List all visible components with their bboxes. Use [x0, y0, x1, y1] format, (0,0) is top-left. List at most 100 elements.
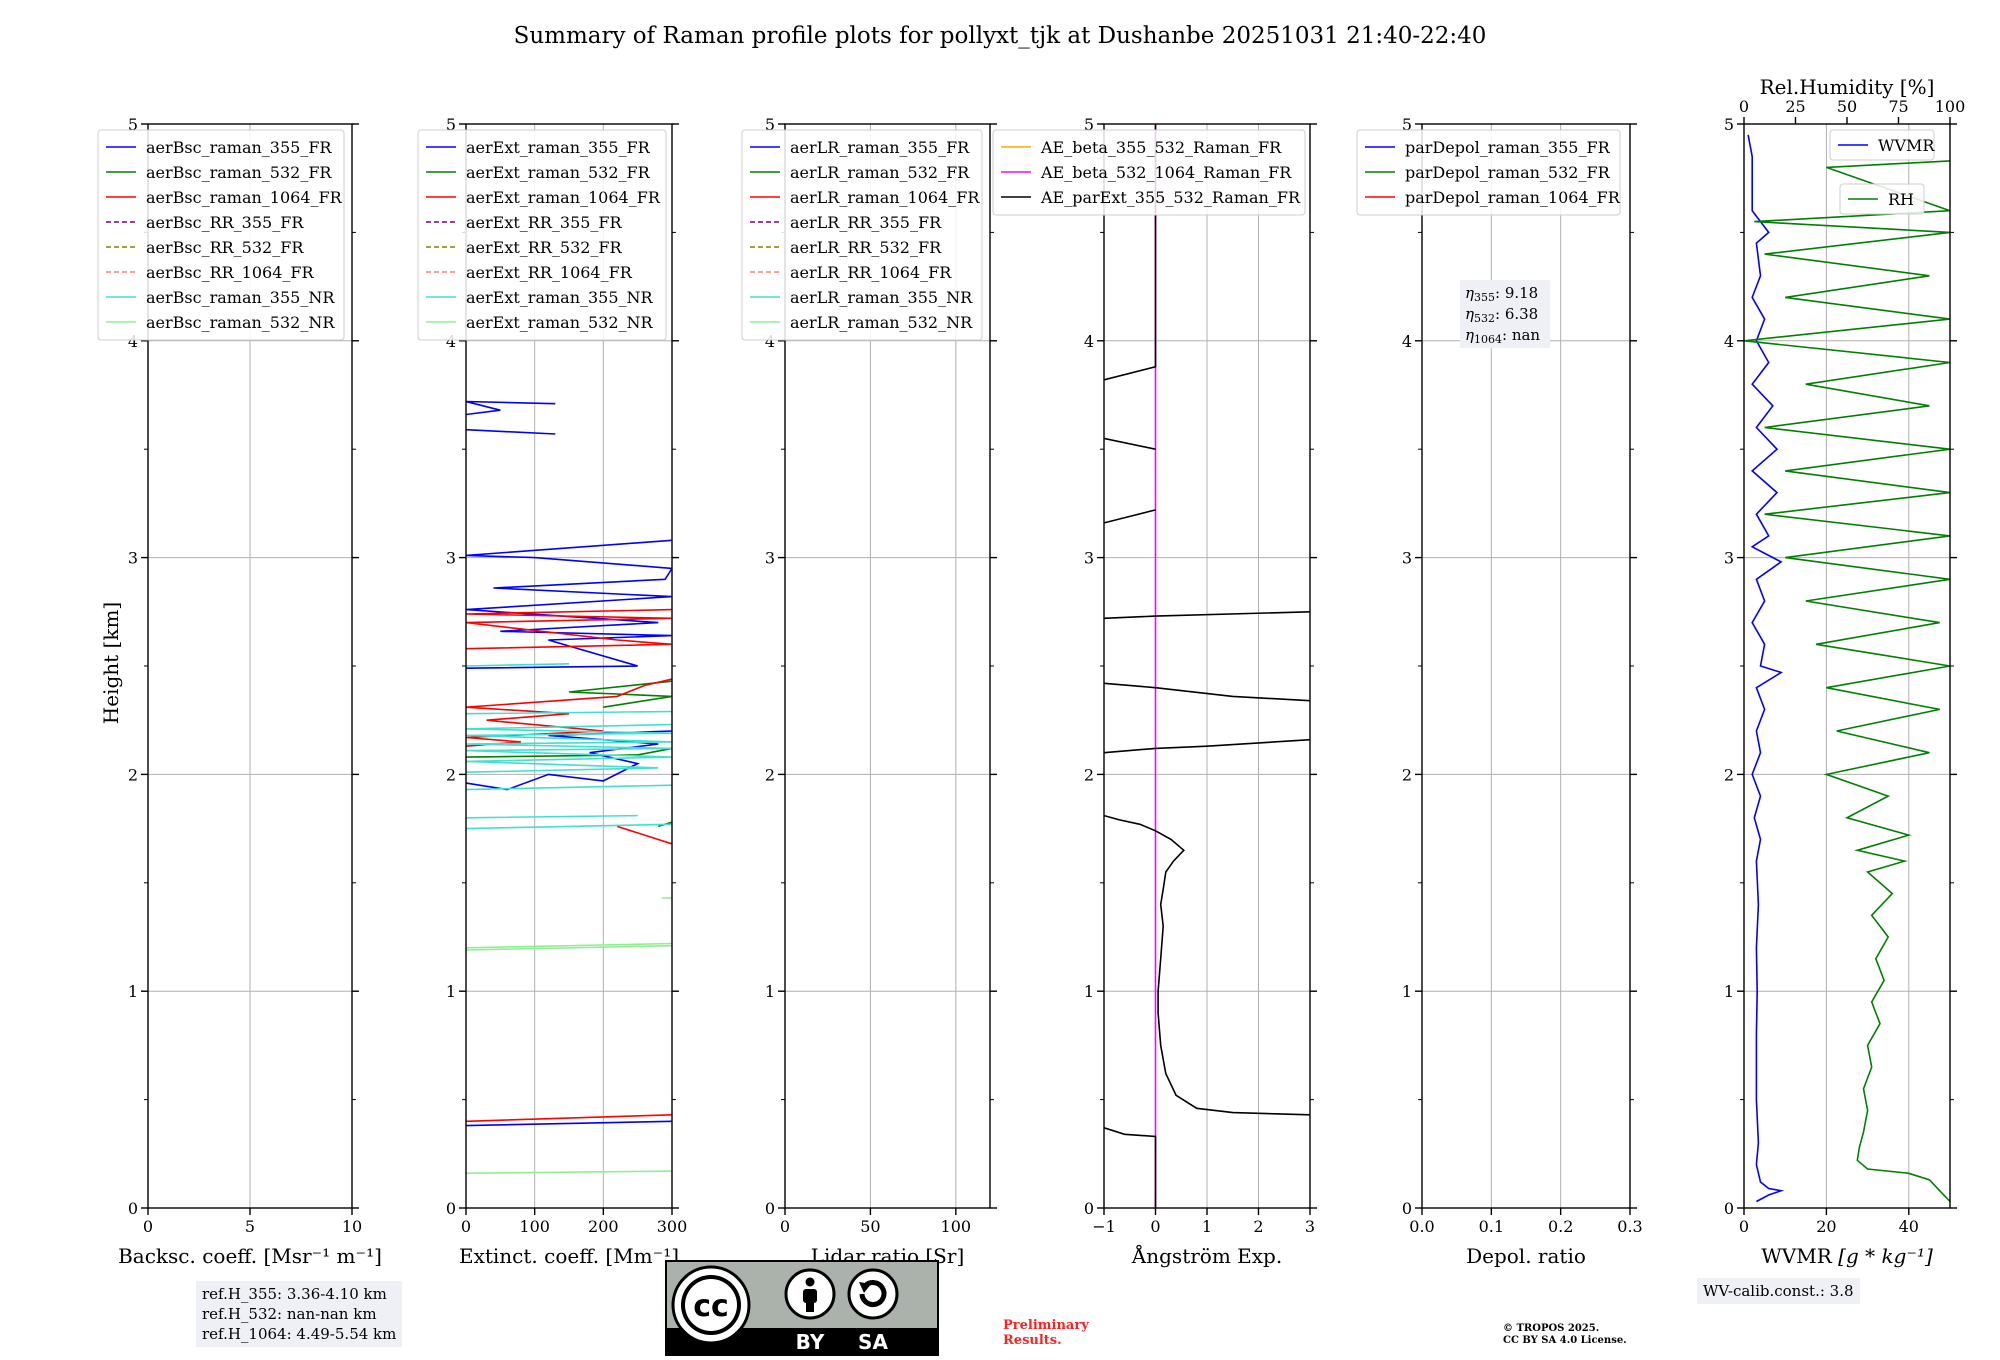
x-tick-label: 0 — [1739, 1217, 1749, 1236]
series-line-aerExt_raman_532_NR — [466, 897, 672, 1175]
legend-label: AE_parExt_355_532_Raman_FR — [1040, 188, 1301, 207]
preliminary-line-1: Preliminary — [1003, 1318, 1089, 1333]
y-tick-label: 2 — [765, 765, 775, 784]
y-tick-label: 4 — [1724, 332, 1734, 351]
legend-box: aerLR_raman_355_FR aerLR_raman_532_FR aerL… — [741, 129, 983, 341]
top-x-tick-label: 75 — [1888, 97, 1908, 116]
legend-background — [97, 129, 345, 341]
top-x-axis-label: Rel.Humidity [%] — [1760, 75, 1935, 99]
legend-label: aerExt_RR_532_FR — [466, 238, 623, 257]
legend-box: aerBsc_raman_355_FR aerBsc_raman_532_FRae… — [97, 129, 345, 341]
legend-background — [1829, 129, 1935, 161]
attribution-person-icon — [784, 1268, 836, 1320]
y-tick-label: 1 — [446, 982, 456, 1001]
series-line-WVMR — [1747, 134, 1785, 1203]
x-tick-label: 5 — [245, 1217, 255, 1236]
ref-height-1064: ref.H_1064: 4.49-5.54 km — [202, 1325, 397, 1343]
eta-532: η532: 6.38 — [1465, 305, 1538, 325]
legend-label: AE_beta_532_1064_Raman_FR — [1040, 163, 1292, 182]
y-tick-label: 4 — [1084, 332, 1094, 351]
legend-box: WVMR — [1829, 129, 1935, 161]
y-tick-label: 2 — [446, 765, 456, 784]
y-tick-label: 5 — [765, 115, 775, 134]
panel-backscatter: 0 1 2 3 4 5 0 5 10 Backsc. coeff. [Msr⁻¹ m⁻¹] aerB… — [97, 115, 382, 1268]
y-tick-label: 4 — [1402, 332, 1412, 351]
y-tick-label: 3 — [446, 549, 456, 568]
panel-extinction: 0 1 2 3 4 5 0 100 200 300 Extinct. coeff. [Mm⁻¹] ae… — [417, 115, 688, 1268]
legend-label: aerLR_raman_532_FR — [790, 163, 970, 182]
preliminary-results-note: Preliminary Results. — [1003, 1318, 1089, 1348]
y-tick-label: 0 — [1724, 1199, 1734, 1218]
y-tick-label: 3 — [765, 549, 775, 568]
y-tick-label: 0 — [1402, 1199, 1412, 1218]
y-tick-label: 5 — [128, 115, 138, 134]
top-x-tick-label: 0 — [1739, 97, 1749, 116]
x-tick-label: 0 — [1150, 1217, 1160, 1236]
legend-label: aerBsc_RR_355_FR — [146, 213, 304, 232]
y-tick-label: 5 — [1724, 115, 1734, 134]
wv-calibration-box: WV-calib.const.: 3.8 — [1697, 1278, 1860, 1304]
series-line-aerExt_raman_355_NR — [466, 663, 672, 830]
x-tick-label: 0.3 — [1617, 1217, 1642, 1236]
x-tick-label: 10 — [342, 1217, 362, 1236]
legend-label: aerExt_raman_355_NR — [466, 288, 654, 307]
y-tick-label: 2 — [1724, 765, 1734, 784]
copyright-note: © TROPOS 2025. CC BY SA 4.0 License. — [1503, 1323, 1627, 1347]
legend-label: aerLR_raman_532_NR — [790, 313, 973, 332]
legend-label: AE_beta_355_532_Raman_FR — [1040, 138, 1282, 157]
y-tick-label: 1 — [1084, 982, 1094, 1001]
x-tick-label: 300 — [657, 1217, 688, 1236]
x-tick-label: 0.1 — [1479, 1217, 1504, 1236]
legend-label: aerLR_raman_355_NR — [790, 288, 973, 307]
top-x-tick-label: 100 — [1935, 97, 1966, 116]
legend-box: aerExt_raman_355_FR aerExt_raman_532_FRae… — [417, 129, 667, 341]
preliminary-line-2: Results. — [1003, 1333, 1062, 1348]
legend-label: aerLR_RR_532_FR — [790, 238, 942, 257]
x-tick-label: 0.0 — [1409, 1217, 1434, 1236]
axes-frame — [1743, 123, 1951, 1209]
copyright-line-1: © TROPOS 2025. — [1503, 1323, 1600, 1334]
legend-label: aerBsc_RR_1064_FR — [146, 263, 315, 282]
legend-box: AE_beta_355_532_Raman_FR AE_beta_532_1064… — [992, 129, 1306, 216]
reference-height-box: ref.H_355: 3.36-4.10 km ref.H_532: nan-n… — [196, 1281, 403, 1347]
y-tick-label: 5 — [1402, 115, 1412, 134]
legend-label: aerLR_RR_1064_FR — [790, 263, 952, 282]
ref-height-532: ref.H_532: nan-nan km — [202, 1305, 377, 1323]
x-tick-label: 0 — [461, 1217, 471, 1236]
y-tick-label: 0 — [1084, 1199, 1094, 1218]
ref-height-355: ref.H_355: 3.36-4.10 km — [202, 1285, 387, 1303]
legend-label: aerExt_raman_532_NR — [466, 313, 654, 332]
x-tick-label: −1 — [1092, 1217, 1116, 1236]
series-line-RH — [1744, 160, 1950, 1203]
y-tick-label: 4 — [446, 332, 456, 351]
legend-label: aerBsc_raman_355_FR — [146, 138, 332, 157]
series-group — [1744, 134, 1950, 1203]
x-tick-label: 100 — [519, 1217, 550, 1236]
legend-label: aerBsc_raman_355_NR — [146, 288, 335, 307]
y-tick-label: 2 — [1402, 765, 1412, 784]
x-tick-label: 0.2 — [1548, 1217, 1573, 1236]
legend-background — [1839, 183, 1925, 215]
legend-label: aerExt_RR_355_FR — [466, 213, 623, 232]
x-tick-label: 200 — [588, 1217, 619, 1236]
eta-355: η355: 9.18 — [1465, 284, 1538, 304]
series-line-AE_parExt_355_532_Raman_FR — [1104, 124, 1310, 1208]
x-tick-label: 0 — [780, 1217, 790, 1236]
y-tick-label: 3 — [128, 549, 138, 568]
cc-logo-icon: cc — [671, 1265, 751, 1345]
figure-title: Summary of Raman profile plots for polly… — [514, 23, 1487, 49]
series-group — [1104, 124, 1310, 1208]
x-tick-label: 40 — [1899, 1217, 1919, 1236]
x-axis-label: Backsc. coeff. [Msr⁻¹ m⁻¹] — [118, 1244, 382, 1268]
y-tick-label: 0 — [128, 1199, 138, 1218]
legend-label: aerExt_raman_1064_FR — [466, 188, 661, 207]
x-tick-label: 1 — [1202, 1217, 1212, 1236]
legend-label: aerLR_raman_1064_FR — [790, 188, 980, 207]
legend-label: aerBsc_RR_532_FR — [146, 238, 304, 257]
y-tick-label: 4 — [765, 332, 775, 351]
y-tick-label: 3 — [1084, 549, 1094, 568]
y-tick-label: 5 — [1084, 115, 1094, 134]
